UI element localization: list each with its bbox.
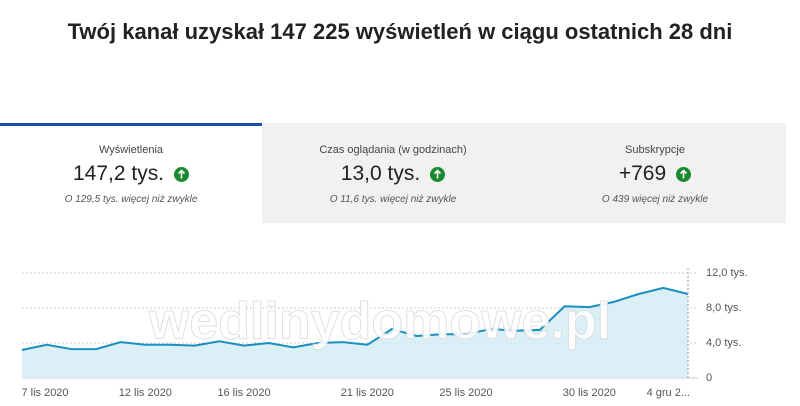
x-tick-label: 7 lis 2020	[21, 387, 68, 399]
up-icon	[174, 166, 190, 182]
y-tick-label: 12,0 tys.	[706, 267, 748, 279]
tab-comparison: O 439 więcej niż zwykle	[601, 194, 709, 205]
watermark: wedlinydomowe.pl	[148, 293, 611, 351]
tab-value: +769	[618, 162, 667, 185]
tab-label: Czas oglądania (w godzinach)	[319, 144, 467, 156]
x-tick-label: 25 lis 2020	[439, 387, 492, 399]
tab[interactable]: Subskrypcje +769 O 439 więcej niż zwykle	[524, 123, 786, 223]
tab-value: 147,2 tys.	[72, 162, 165, 185]
line	[21, 286, 689, 351]
tab-comparison: O 11,6 tys. więcej niż zwykle	[329, 194, 457, 205]
up-icon	[430, 166, 446, 182]
x-tick-label: 21 lis 2020	[341, 387, 394, 399]
tab[interactable]: Czas oglądania (w godzinach) 13,0 tys. O…	[262, 123, 524, 223]
y-tick-label: 4,0 tys.	[706, 337, 741, 349]
y-tick-label: 8,0 tys.	[706, 302, 741, 314]
tab-comparison: O 129,5 tys. więcej niż zwykle	[64, 194, 198, 205]
x-tick-label: 12 lis 2020	[119, 387, 172, 399]
area	[22, 287, 688, 378]
y-tick-label: 0	[706, 372, 712, 384]
tab-value: 13,0 tys.	[340, 162, 421, 185]
title: Twój kanał uzyskał 147 225 wyświetleń w …	[67, 19, 733, 44]
x-tick-label: 30 lis 2020	[563, 387, 616, 399]
x-tick-label: 4 gru 2...	[647, 387, 690, 399]
tab[interactable]: Wyświetlenia 147,2 tys. O 129,5 tys. wię…	[0, 123, 262, 223]
x-tick-label: 16 lis 2020	[217, 387, 270, 399]
up-icon	[676, 166, 692, 182]
tab-label: Subskrypcje	[625, 144, 685, 156]
tab-label: Wyświetlenia	[98, 144, 164, 156]
